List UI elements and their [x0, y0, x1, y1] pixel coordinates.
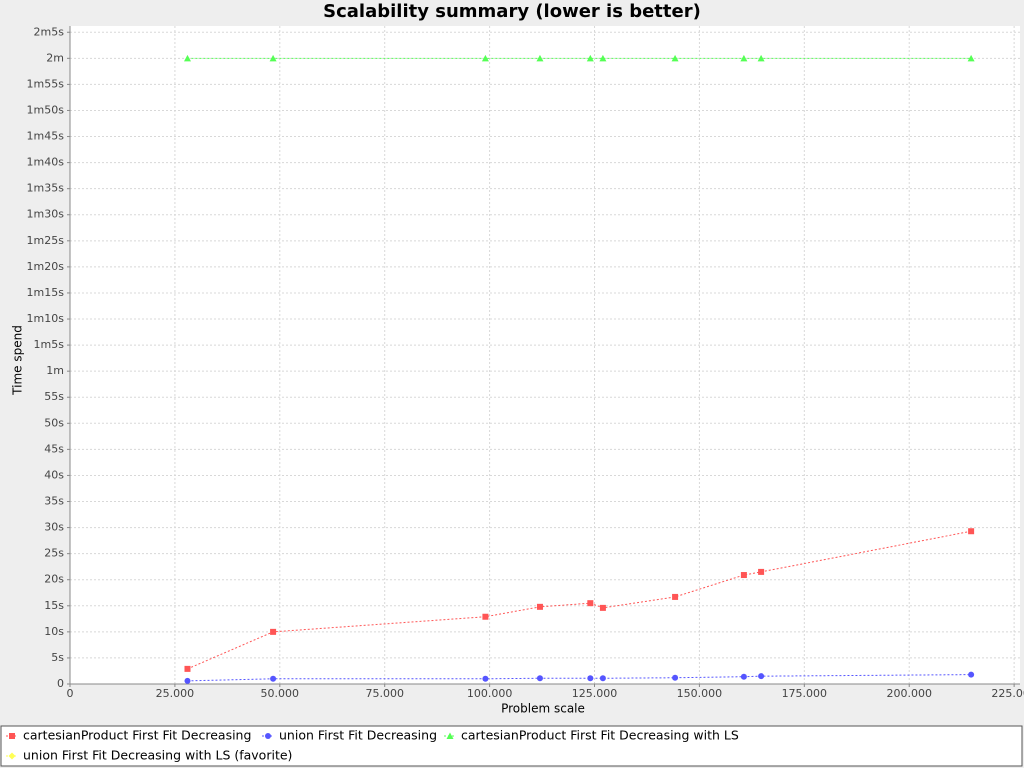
y-tick-label: 1m20s: [27, 260, 65, 273]
data-point: [536, 54, 544, 62]
y-tick-label: 35s: [44, 495, 64, 508]
y-tick-label: 1m15s: [27, 286, 65, 299]
x-tick-label: 0: [67, 687, 74, 700]
y-tick-label: 50s: [44, 416, 64, 429]
x-tick-label: 200.000: [886, 687, 932, 700]
legend-marker: [446, 732, 454, 739]
data-point: [599, 604, 606, 611]
y-tick-label: 1m50s: [27, 103, 65, 116]
data-point: [270, 628, 277, 635]
x-tick-label: 25.000: [156, 687, 195, 700]
legend-marker: [8, 752, 16, 760]
data-point: [672, 674, 679, 681]
data-point: [269, 54, 277, 62]
data-point: [599, 675, 606, 682]
legend: [0, 725, 1023, 767]
y-axis-label: Time spend: [11, 325, 25, 396]
data-point: [482, 675, 489, 682]
data-point: [968, 528, 975, 535]
x-tick-label: 225.000: [991, 687, 1024, 700]
y-tick-label: 5s: [51, 651, 64, 664]
data-point: [758, 673, 765, 680]
legend-label: union First Fit Decreasing: [279, 728, 437, 743]
data-point: [586, 54, 594, 62]
y-tick-label: 1m30s: [27, 208, 65, 221]
data-point: [482, 613, 489, 620]
x-tick-label: 125.000: [572, 687, 618, 700]
data-point: [183, 54, 191, 62]
data-point: [536, 675, 543, 682]
data-point: [740, 673, 747, 680]
x-tick-label: 50.000: [261, 687, 300, 700]
legend-marker: [9, 733, 15, 739]
y-tick-label: 20s: [44, 573, 64, 586]
y-tick-label: 1m55s: [27, 77, 65, 90]
y-tick-label: 1m10s: [27, 312, 65, 325]
series-line: [187, 674, 972, 682]
legend-label: union First Fit Decreasing with LS (favo…: [23, 748, 292, 763]
y-tick-label: 1m: [46, 364, 64, 377]
y-tick-label: 25s: [44, 547, 64, 560]
y-tick-label: 45s: [44, 442, 64, 455]
legend-label: cartesianProduct First Fit Decreasing wi…: [461, 728, 739, 743]
y-tick-label: 55s: [44, 390, 64, 403]
y-tick-label: 10s: [44, 625, 64, 638]
y-tick-label: 1m40s: [27, 156, 65, 169]
x-axis-label: Problem scale: [501, 702, 585, 716]
chart-title: Scalability summary (lower is better): [323, 1, 701, 22]
y-tick-label: 1m45s: [27, 130, 65, 143]
data-point: [270, 675, 277, 682]
legend-label: cartesianProduct First Fit Decreasing: [23, 728, 251, 743]
data-point: [536, 603, 543, 610]
y-tick-label: 1m35s: [27, 182, 65, 195]
x-tick-label: 75.000: [365, 687, 404, 700]
plot-area: [70, 26, 1020, 684]
data-point: [184, 665, 191, 672]
x-tick-label: 100.000: [467, 687, 513, 700]
data-point: [184, 677, 191, 684]
data-point: [587, 675, 594, 682]
data-point: [672, 593, 679, 600]
y-tick-label: 30s: [44, 521, 64, 534]
y-tick-label: 1m5s: [34, 338, 65, 351]
y-tick-label: 2m: [46, 51, 64, 64]
data-point: [587, 600, 594, 607]
x-tick-label: 150.000: [677, 687, 723, 700]
legend-marker: [265, 733, 271, 739]
x-tick-label: 175.000: [782, 687, 828, 700]
data-point: [740, 54, 748, 62]
data-point: [967, 54, 975, 62]
data-point: [968, 671, 975, 678]
data-point: [758, 568, 765, 575]
data-point: [599, 54, 607, 62]
y-tick-label: 40s: [44, 468, 64, 481]
y-tick-label: 15s: [44, 599, 64, 612]
data-point: [481, 54, 489, 62]
data-point: [671, 54, 679, 62]
y-tick-label: 0: [57, 677, 64, 690]
y-tick-label: 1m25s: [27, 234, 65, 247]
data-point: [757, 54, 765, 62]
y-tick-label: 2m5s: [34, 25, 65, 38]
data-point: [740, 572, 747, 579]
